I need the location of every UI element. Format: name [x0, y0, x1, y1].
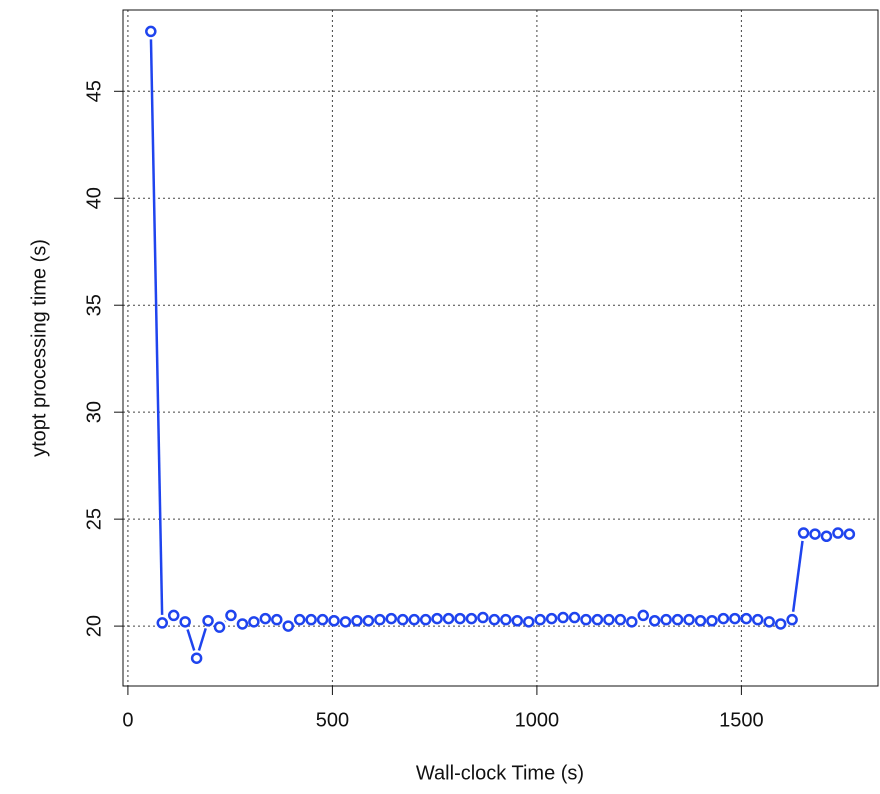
x-tick-label: 0 — [122, 709, 133, 731]
point — [352, 616, 361, 625]
point — [375, 615, 384, 624]
point — [387, 614, 396, 623]
point — [146, 27, 155, 36]
point — [364, 616, 373, 625]
point — [238, 619, 247, 628]
point — [272, 615, 281, 624]
point — [627, 617, 636, 626]
point — [776, 619, 785, 628]
point — [696, 616, 705, 625]
point — [616, 615, 625, 624]
point — [719, 614, 728, 623]
point — [845, 530, 854, 539]
x-tick-label: 1000 — [515, 709, 560, 731]
point — [490, 615, 499, 624]
y-tick-label: 25 — [83, 508, 105, 530]
x-tick-label: 500 — [316, 709, 349, 731]
y-tick-label: 40 — [83, 187, 105, 209]
point — [341, 617, 350, 626]
point — [398, 615, 407, 624]
point — [261, 614, 270, 623]
point — [811, 530, 820, 539]
point — [158, 618, 167, 627]
point — [284, 622, 293, 631]
x-axis-title: Wall-clock Time (s) — [416, 762, 584, 784]
point — [742, 614, 751, 623]
point — [570, 613, 579, 622]
point — [753, 615, 762, 624]
point — [478, 613, 487, 622]
point — [318, 615, 327, 624]
y-tick-label: 45 — [83, 80, 105, 102]
line-segment — [151, 39, 162, 615]
point — [604, 615, 613, 624]
point — [593, 615, 602, 624]
point — [467, 614, 476, 623]
point — [788, 615, 797, 624]
point — [536, 615, 545, 624]
point — [799, 529, 808, 538]
y-tick-label: 20 — [83, 615, 105, 637]
point — [547, 614, 556, 623]
point — [421, 615, 430, 624]
point — [662, 615, 671, 624]
point — [444, 614, 453, 623]
point — [433, 614, 442, 623]
point — [513, 616, 522, 625]
point — [765, 617, 774, 626]
y-tick-label: 30 — [83, 401, 105, 423]
y-tick-label: 35 — [83, 294, 105, 316]
line-segment — [188, 629, 195, 650]
point — [456, 614, 465, 623]
point — [650, 616, 659, 625]
point — [295, 615, 304, 624]
point — [215, 623, 224, 632]
point — [581, 615, 590, 624]
point — [822, 532, 831, 541]
y-axis-title: ytopt processing time (s) — [28, 239, 50, 457]
point — [685, 615, 694, 624]
point — [524, 617, 533, 626]
point — [307, 615, 316, 624]
point — [501, 615, 510, 624]
point — [559, 613, 568, 622]
point — [707, 616, 716, 625]
point — [673, 615, 682, 624]
point — [249, 617, 258, 626]
x-tick-label: 1500 — [719, 709, 764, 731]
point — [330, 616, 339, 625]
line-segment — [793, 541, 802, 612]
point — [169, 611, 178, 620]
point — [226, 611, 235, 620]
line-segment — [199, 628, 206, 650]
point — [204, 616, 213, 625]
point — [833, 529, 842, 538]
point — [410, 615, 419, 624]
point — [181, 617, 190, 626]
point — [639, 611, 648, 620]
point — [730, 614, 739, 623]
plot-frame — [123, 10, 878, 686]
point — [192, 654, 201, 663]
